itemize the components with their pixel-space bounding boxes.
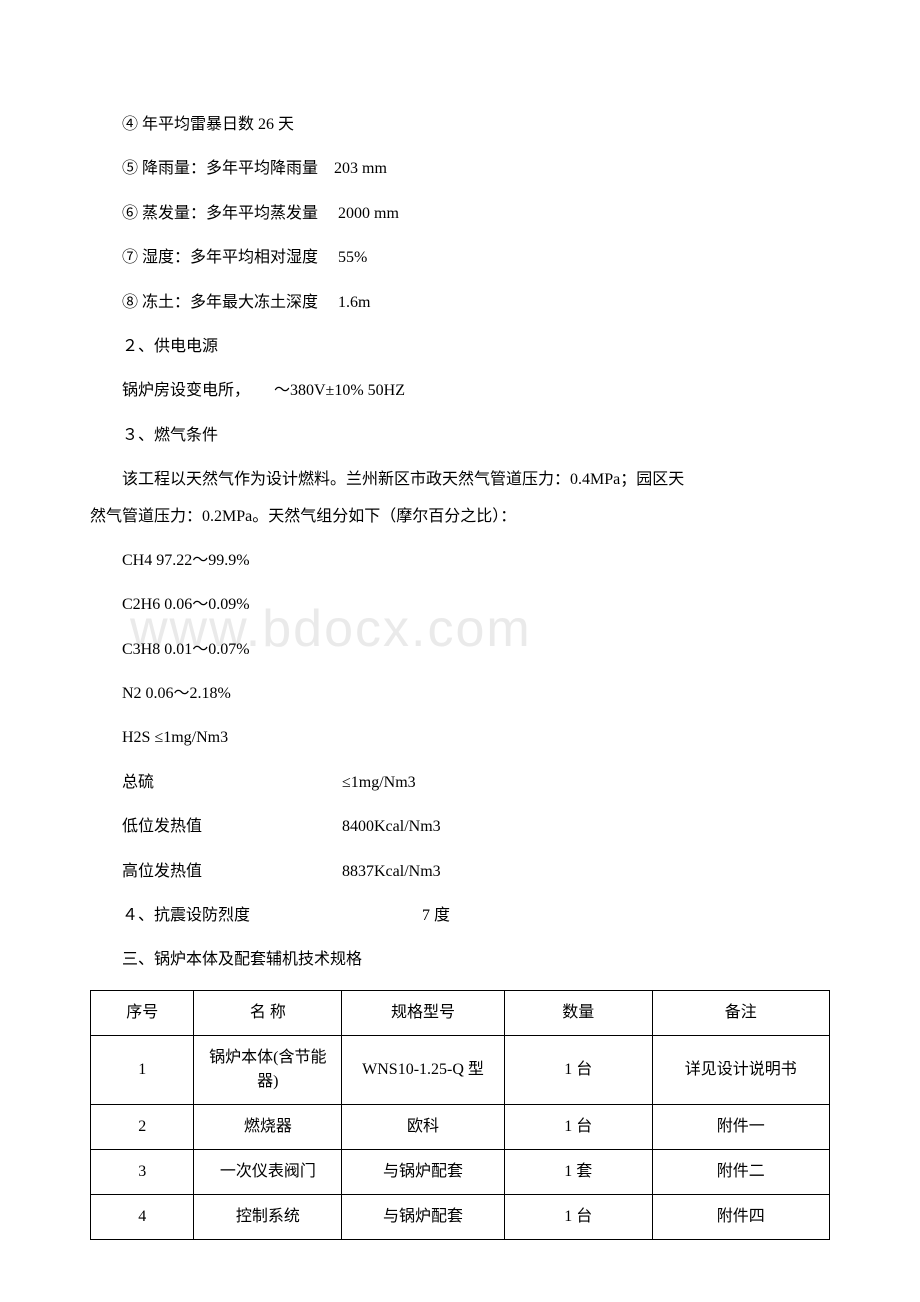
cell-name: 燃烧器: [194, 1104, 342, 1149]
header-qty: 数量: [504, 990, 652, 1035]
line-ch4: CH4 97.22～99.9%: [90, 546, 830, 576]
label-total-sulfur: 总硫: [122, 768, 342, 798]
cell-name: 一次仪表阀门: [194, 1149, 342, 1194]
cell-seq: 1: [91, 1035, 194, 1104]
table-row: 2 燃烧器 欧科 1 台 附件一: [91, 1104, 830, 1149]
line-humidity: ⑦ 湿度：多年平均相对湿度 55%: [90, 243, 830, 273]
cell-spec: 欧科: [342, 1104, 505, 1149]
table-header-row: 序号 名 称 规格型号 数量 备注: [91, 990, 830, 1035]
header-name: 名 称: [194, 990, 342, 1035]
cell-name: 控制系统: [194, 1194, 342, 1239]
cell-qty: 1 台: [504, 1104, 652, 1149]
document-content: ④ 年平均雷暴日数 26 天 ⑤ 降雨量：多年平均降雨量 203 mm ⑥ 蒸发…: [90, 110, 830, 1240]
cell-spec: WNS10-1.25-Q 型: [342, 1035, 505, 1104]
table-row: 1 锅炉本体(含节能器) WNS10-1.25-Q 型 1 台 详见设计说明书: [91, 1035, 830, 1104]
value-total-sulfur: ≤1mg/Nm3: [342, 768, 416, 798]
table-row: 3 一次仪表阀门 与锅炉配套 1 套 附件二: [91, 1149, 830, 1194]
line-thunderstorm: ④ 年平均雷暴日数 26 天: [90, 110, 830, 140]
cell-seq: 3: [91, 1149, 194, 1194]
value-low-heat: 8400Kcal/Nm3: [342, 812, 441, 842]
cell-note: 附件一: [652, 1104, 829, 1149]
value-high-heat: 8837Kcal/Nm3: [342, 857, 441, 887]
label-high-heat: 高位发热值: [122, 857, 342, 887]
cell-seq: 4: [91, 1194, 194, 1239]
line-gas-intro-1: 该工程以天然气作为设计燃料。兰州新区市政天然气管道压力：0.4MPa；园区天: [90, 465, 830, 495]
line-gas-intro-2: 然气管道压力：0.2MPa。天然气组分如下（摩尔百分之比）：: [90, 502, 830, 532]
cell-qty: 1 套: [504, 1149, 652, 1194]
line-high-heat: 高位发热值 8837Kcal/Nm3: [90, 857, 830, 887]
line-gas-title: ３、燃气条件: [90, 421, 830, 451]
line-c3h8: C3H8 0.01～0.07%: [90, 635, 830, 665]
line-power-title: ２、供电电源: [90, 332, 830, 362]
line-seismic: ４、抗震设防烈度 7 度: [90, 901, 830, 931]
header-seq: 序号: [91, 990, 194, 1035]
line-c2h6: C2H6 0.06～0.09%: [90, 590, 830, 620]
line-rainfall: ⑤ 降雨量：多年平均降雨量 203 mm: [90, 154, 830, 184]
line-h2s: H2S ≤1mg/Nm3: [90, 723, 830, 753]
line-frozen-soil: ⑧ 冻土：多年最大冻土深度 1.6m: [90, 288, 830, 318]
equipment-table: 序号 名 称 规格型号 数量 备注 1 锅炉本体(含节能器) WNS10-1.2…: [90, 990, 830, 1240]
header-note: 备注: [652, 990, 829, 1035]
section-3-title: 三、锅炉本体及配套辅机技术规格: [90, 945, 830, 975]
cell-note: 附件二: [652, 1149, 829, 1194]
line-n2: N2 0.06～2.18%: [90, 679, 830, 709]
line-low-heat: 低位发热值 8400Kcal/Nm3: [90, 812, 830, 842]
value-seismic: 7 度: [342, 901, 450, 931]
label-low-heat: 低位发热值: [122, 812, 342, 842]
cell-spec: 与锅炉配套: [342, 1149, 505, 1194]
cell-note: 附件四: [652, 1194, 829, 1239]
cell-seq: 2: [91, 1104, 194, 1149]
line-total-sulfur: 总硫 ≤1mg/Nm3: [90, 768, 830, 798]
line-evaporation: ⑥ 蒸发量：多年平均蒸发量 2000 mm: [90, 199, 830, 229]
header-spec: 规格型号: [342, 990, 505, 1035]
cell-spec: 与锅炉配套: [342, 1194, 505, 1239]
cell-qty: 1 台: [504, 1194, 652, 1239]
cell-qty: 1 台: [504, 1035, 652, 1104]
cell-note: 详见设计说明书: [652, 1035, 829, 1104]
label-seismic: ４、抗震设防烈度: [122, 901, 342, 931]
cell-name: 锅炉本体(含节能器): [194, 1035, 342, 1104]
table-row: 4 控制系统 与锅炉配套 1 台 附件四: [91, 1194, 830, 1239]
line-power-spec: 锅炉房设变电所， ～380V±10% 50HZ: [90, 376, 830, 406]
